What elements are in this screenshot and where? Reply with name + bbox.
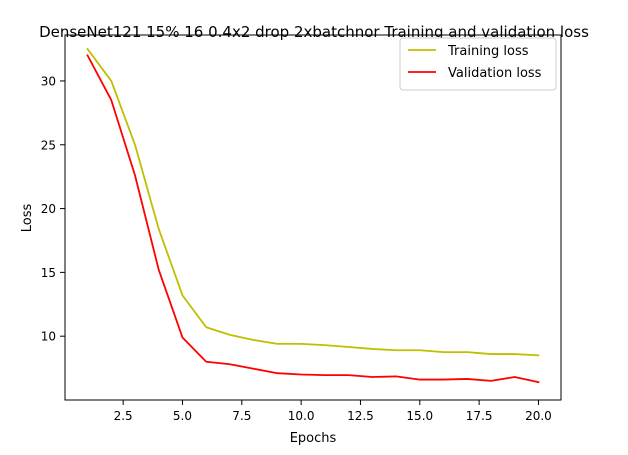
x-tick-label: 12.5 [347, 409, 374, 423]
x-tick-label: 5.0 [173, 409, 192, 423]
series-lines [86, 47, 540, 384]
legend-box [399, 37, 557, 91]
x-tick-label: 15.0 [406, 409, 433, 423]
y-tick-label: 20 [41, 202, 56, 216]
y-tick-label: 10 [41, 330, 56, 344]
chart-title: DenseNet121 15% 16 0.4x2 drop 2xbatchnor… [39, 23, 589, 41]
y-axis-ticks: 10 15 20 25 30 [41, 74, 65, 344]
x-tick-label: 7.5 [232, 409, 251, 423]
x-tick-label: 2.5 [114, 409, 133, 423]
x-axis-ticks: 2.5 5.0 7.5 10.0 12.5 15.0 17.5 20.0 [114, 400, 552, 423]
x-tick-label: 20.0 [525, 409, 552, 423]
x-tick-label: 10.0 [288, 409, 315, 423]
x-tick-label: 17.5 [466, 409, 493, 423]
training-loss-line [86, 47, 540, 357]
legend-label-validation: Validation loss [448, 66, 542, 81]
y-tick-label: 15 [41, 266, 56, 280]
validation-loss-line [86, 54, 540, 384]
y-tick-label: 25 [41, 138, 56, 152]
y-tick-label: 30 [41, 74, 56, 88]
plot-area [64, 34, 562, 401]
y-axis-label: Loss [20, 204, 35, 233]
x-axis-label: Epochs [290, 431, 337, 446]
legend-label-training: Training loss [447, 44, 529, 59]
legend: Training loss Validation loss [399, 37, 557, 91]
